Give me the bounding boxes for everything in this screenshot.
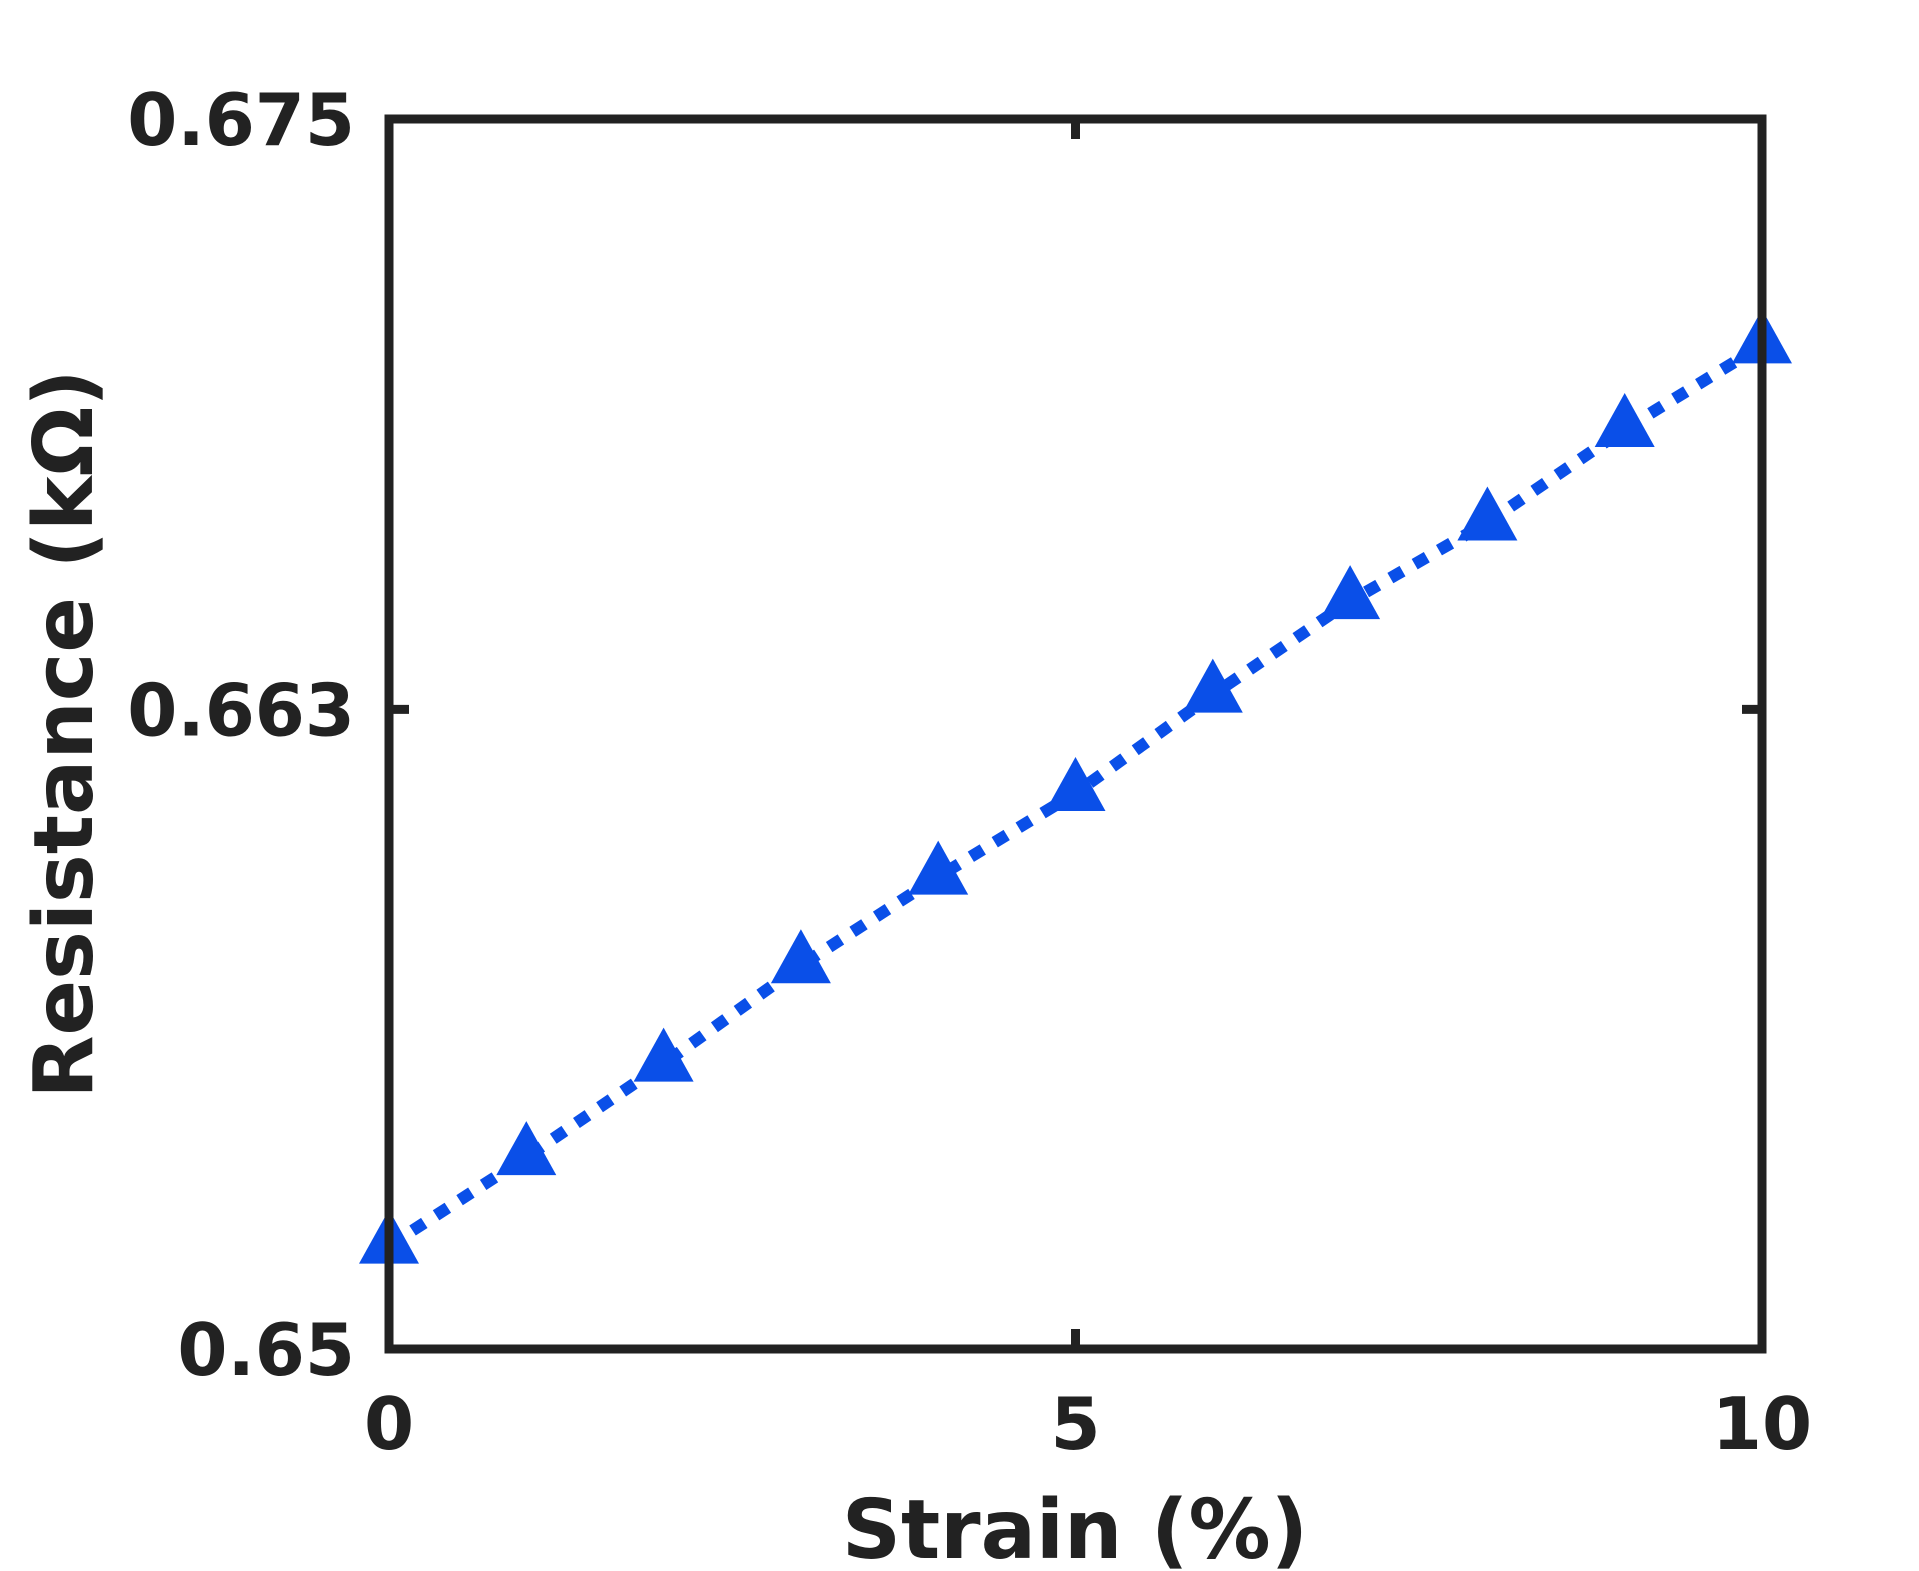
tick-layer: 0 5 10 0.65 0.663 0.675 [127,78,1812,1466]
y-axis-label: Resistance (kΩ) [17,369,112,1098]
series-layer [359,309,1792,1264]
x-tick-label: 10 [1712,1382,1812,1466]
x-tick-label: 5 [1050,1382,1100,1466]
triangle-marker [1457,486,1518,541]
triangle-marker [1045,757,1106,812]
triangle-marker [770,929,831,984]
triangle-marker [908,840,969,895]
y-tick-label: 0.663 [127,668,355,752]
y-tick-label: 0.65 [177,1308,355,1392]
y-tick-label: 0.675 [127,78,355,162]
triangle-marker [496,1121,557,1176]
triangle-marker [633,1027,694,1082]
x-tick-label: 0 [364,1382,414,1466]
triangle-marker [1594,392,1655,447]
triangle-marker [1182,658,1243,713]
triangle-marker [1320,565,1381,620]
plot-frame [384,114,1767,1354]
x-axis-label: Strain (%) [842,1483,1308,1571]
